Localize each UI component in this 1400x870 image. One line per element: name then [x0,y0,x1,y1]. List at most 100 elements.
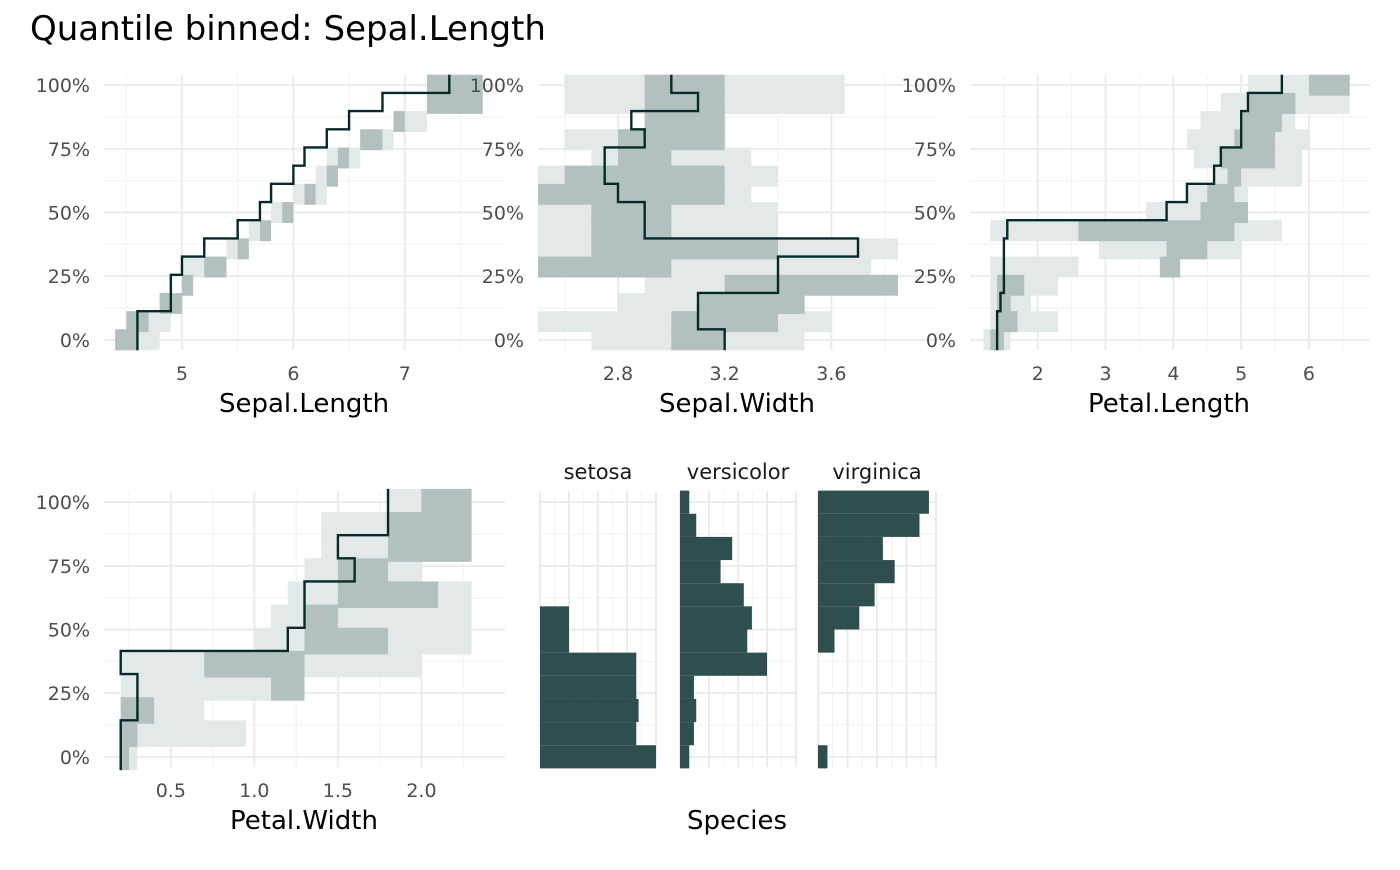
band-inner [304,604,338,632]
band-inner [204,650,305,678]
band-inner [1234,129,1276,151]
panel-sepal-length: 0% 25% 50% 75% 100% 5 6 7 Sepal.Length [36,74,505,419]
band-inner [1241,111,1282,133]
species-bar [680,652,767,676]
x-tick-label: 2.8 [603,363,633,385]
x-tick-label: 1.5 [323,780,353,802]
band-inner [1220,147,1276,169]
y-tick-label: 100% [470,75,524,97]
x-tick-label: 6 [287,363,299,385]
panel-species: setosa versicolor virginica Species [539,460,937,836]
species-bar [540,722,637,746]
y-tick-label: 50% [48,620,90,642]
y-tick-label: 50% [48,203,90,225]
y-tick-label: 0% [926,330,956,352]
species-bar [540,652,637,676]
band-inner [204,256,227,278]
band-outer [120,720,247,747]
x-tick-label: 6 [1303,363,1315,385]
band-inner [698,292,805,314]
y-tick-label: 0% [60,747,90,769]
band-inner [115,329,138,351]
y-tick-label: 0% [60,330,90,352]
species-bar [680,606,752,630]
species-bar [818,490,929,514]
species-bar [818,513,920,537]
x-tick-label: 4 [1167,363,1179,385]
band-inner [538,256,672,278]
y-tick-label: 100% [902,75,956,97]
species-bar [680,583,744,607]
species-bar [540,745,656,769]
y-tick-label: 75% [914,139,956,161]
species-bar [680,513,697,537]
band-inner [591,238,778,260]
band-inner [388,512,472,539]
y-tick-label: 50% [482,203,524,225]
x-tick-label: 5 [176,363,188,385]
x-axis-title: Sepal.Length [219,389,389,419]
band-inner [360,129,383,151]
band-inner [724,274,898,296]
species-bar [680,490,690,514]
median-line [119,488,390,771]
y-tick-label: 25% [48,683,90,705]
y-tick-label: 25% [914,266,956,288]
band-inner [644,92,725,114]
facet-strip-label: virginica [832,460,921,484]
band-inner [591,220,672,242]
species-bar [818,745,828,769]
band-inner [644,111,725,133]
y-tick-label: 75% [48,556,90,578]
band-outer [990,256,1079,278]
band-inner [271,674,305,701]
species-bar [680,698,697,723]
x-tick-label: 2 [1032,363,1044,385]
x-tick-label: 3.2 [710,363,740,385]
y-tick-label: 100% [36,75,90,97]
band-inner [120,743,130,771]
x-tick-label: 0.5 [156,780,186,802]
species-bar [818,583,875,607]
band-inner [304,183,316,205]
band-inner [337,147,350,169]
facet-virginica: virginica [817,460,937,769]
band-inner [393,111,405,133]
x-axis-title: Sepal.Width [659,389,815,419]
band-inner [1078,220,1235,242]
y-tick-label: 75% [482,139,524,161]
band-inner [1166,238,1208,260]
species-bar [680,745,690,769]
band-inner [618,147,672,169]
band-inner [326,165,338,187]
figure-title: Quantile binned: Sepal.Length [30,9,546,49]
band-inner [671,329,725,351]
band-inner [337,581,439,609]
facet-strip-label: versicolor [687,460,790,484]
species-bar [680,675,694,699]
species-bar [818,629,835,653]
species-bar [540,629,569,653]
species-bar [540,698,639,723]
species-bar [680,536,733,561]
x-axis-title: Petal.Width [230,806,378,836]
x-axis-title: Species [687,806,787,836]
band-inner [1207,183,1235,205]
median-line [136,74,451,351]
band-inner [427,92,483,114]
x-tick-label: 3 [1100,363,1112,385]
species-bar [818,536,883,561]
species-bar [540,606,569,630]
band-inner [1159,256,1181,278]
band-inner [181,274,194,296]
band-inner [644,74,725,96]
species-bar [540,675,637,699]
x-tick-label: 3.6 [816,363,846,385]
y-tick-label: 50% [914,203,956,225]
band-inner [427,74,483,96]
band-inner [538,183,725,205]
x-tick-label: 1.0 [239,780,269,802]
y-tick-label: 25% [48,266,90,288]
